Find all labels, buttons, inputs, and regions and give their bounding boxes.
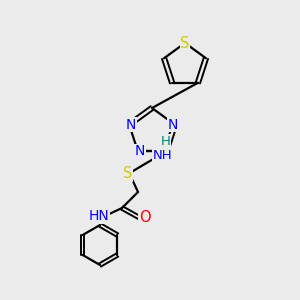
Text: N: N — [126, 118, 136, 132]
Text: H: H — [161, 135, 171, 148]
Text: S: S — [180, 35, 190, 50]
Text: N: N — [135, 144, 145, 158]
Text: N: N — [168, 118, 178, 132]
Text: S: S — [123, 167, 133, 182]
Text: O: O — [139, 211, 151, 226]
Text: NH: NH — [153, 149, 173, 162]
Text: HN: HN — [88, 209, 110, 223]
